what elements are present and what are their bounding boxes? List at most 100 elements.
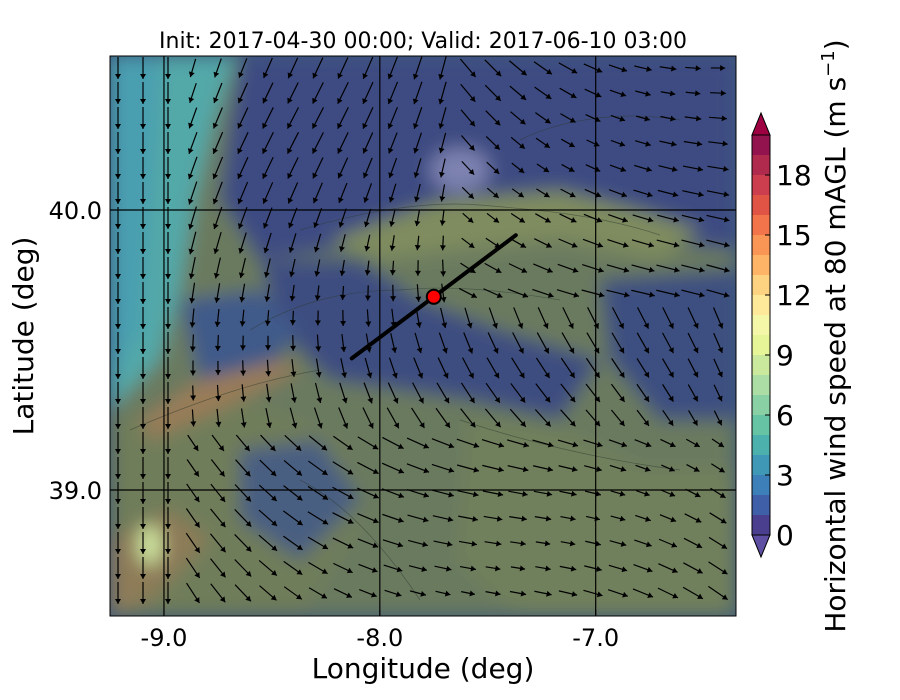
wind-vector-head	[519, 118, 526, 125]
wind-vector-head	[214, 321, 221, 327]
wind-vector-head	[438, 73, 445, 80]
wind-vector-head	[213, 71, 220, 78]
wind-vector-head	[237, 122, 243, 129]
wind-vector-head	[622, 591, 628, 598]
wind-vector-head	[339, 270, 346, 276]
colorbar-segment	[752, 215, 770, 235]
wind-vector-head	[165, 598, 172, 604]
wind-vector	[386, 407, 400, 429]
wind-vector-head	[569, 540, 576, 547]
wind-vector-head	[470, 71, 476, 77]
wind-vector	[585, 540, 601, 547]
wind-vector	[140, 106, 147, 130]
wind-vector	[535, 137, 551, 149]
wind-vector	[533, 490, 553, 497]
wind-vector-head	[414, 196, 420, 202]
wind-vector	[212, 181, 223, 205]
wind-vector-head	[140, 223, 147, 229]
wind-vector	[234, 584, 252, 602]
colorbar-tick-label: 15	[776, 219, 812, 252]
wind-vector	[461, 357, 475, 379]
wind-vector-head	[670, 516, 677, 523]
wind-vector	[606, 264, 630, 273]
wind-vector-head	[546, 590, 552, 597]
wind-vector-head	[593, 347, 600, 354]
wind-vector	[536, 163, 550, 173]
wind-vector-head	[140, 423, 147, 429]
wind-vector-head	[115, 173, 122, 179]
wind-vector-head	[262, 197, 269, 204]
wind-vector-head	[314, 320, 321, 326]
wind-vector	[412, 81, 423, 105]
wind-vector	[234, 508, 252, 528]
wind-vector	[388, 357, 398, 379]
wind-vector-head	[387, 73, 394, 80]
wind-vector-head	[115, 198, 122, 204]
wind-vector-head	[245, 595, 251, 602]
wind-vector	[307, 536, 329, 550]
wind-vector-head	[569, 420, 576, 427]
wind-vector-head	[669, 491, 676, 497]
wind-vector-head	[372, 542, 379, 548]
wind-vector	[437, 357, 449, 379]
wind-vector	[560, 188, 576, 198]
wind-vector	[212, 206, 223, 230]
wind-vector-head	[519, 565, 526, 572]
wind-vector	[635, 140, 651, 147]
wind-vector-head	[670, 65, 677, 72]
wind-vector-head	[720, 517, 727, 524]
wind-vector-head	[439, 196, 446, 202]
wind-vector	[363, 208, 372, 228]
wind-vector	[561, 332, 575, 354]
wind-vector-head	[718, 441, 724, 447]
wind-vector-head	[393, 422, 399, 429]
wind-vector	[636, 409, 650, 427]
wind-vector-head	[288, 222, 294, 229]
wind-vector	[458, 540, 478, 547]
wind-vector	[289, 407, 298, 429]
wind-vector	[632, 214, 654, 223]
wind-vector	[432, 515, 454, 523]
wind-vector	[685, 65, 701, 72]
wind-vector-head	[693, 441, 700, 447]
wind-vector	[140, 81, 147, 105]
wind-vector-head	[414, 270, 421, 276]
wind-vector-head	[620, 91, 627, 98]
wind-vector-head	[644, 115, 650, 122]
wind-vector	[534, 86, 552, 100]
wind-vector	[440, 307, 448, 329]
wind-vector	[381, 462, 405, 474]
y-axis: 40.0 39.0	[49, 197, 116, 505]
wind-vector-head	[388, 172, 394, 178]
wind-vector	[265, 383, 272, 403]
wind-vector	[186, 582, 200, 604]
wind-vector-head	[670, 140, 677, 147]
wind-vector	[235, 434, 251, 452]
wind-vector	[585, 357, 601, 379]
wind-vector-head	[621, 191, 627, 198]
wind-vector-head	[165, 98, 172, 104]
wind-vector-head	[337, 72, 343, 79]
wind-vector-head	[444, 590, 451, 597]
wind-vector-head	[721, 594, 728, 600]
wind-vector-head	[444, 421, 450, 428]
wind-vector-head	[140, 148, 147, 154]
wind-vector-head	[188, 71, 195, 78]
wind-vector-head	[717, 322, 724, 329]
wind-vector	[687, 384, 699, 402]
wind-vector	[338, 182, 348, 204]
x-tick-label: -9.0	[141, 624, 188, 652]
wind-vector	[115, 331, 122, 355]
wind-vector-head	[339, 246, 345, 252]
wind-vector-head	[441, 322, 448, 328]
wind-vector-head	[545, 420, 551, 427]
wind-vector	[634, 65, 652, 72]
wind-vector	[165, 556, 172, 580]
wind-vector	[239, 309, 246, 327]
wind-vector	[362, 132, 374, 154]
wind-vector	[635, 90, 651, 97]
wind-vector-head	[220, 546, 226, 553]
wind-vector	[140, 406, 147, 430]
wind-vector-head	[189, 297, 196, 304]
wind-vector	[558, 590, 578, 597]
